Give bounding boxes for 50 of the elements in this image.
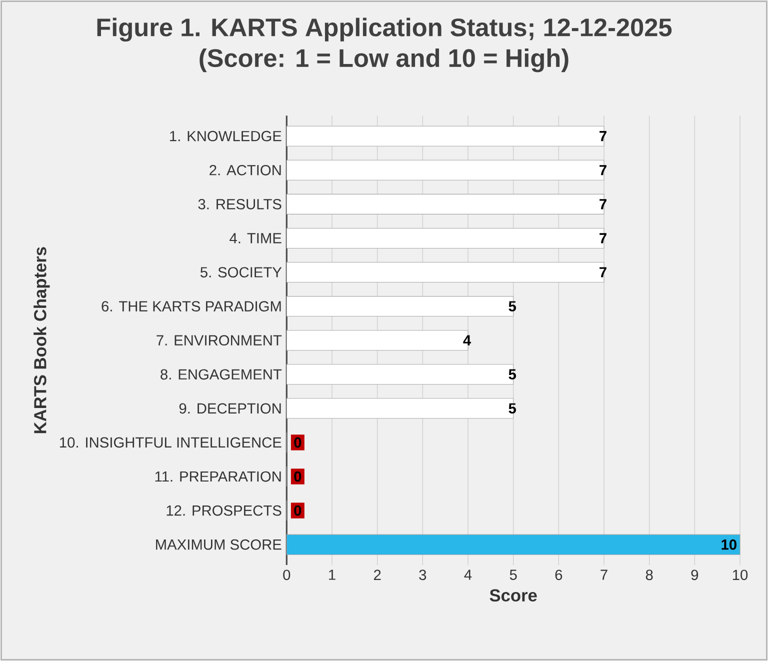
data-label: 5: [508, 301, 516, 312]
x-tick-label: 6: [555, 570, 562, 580]
x-tick-label: 4: [464, 570, 472, 580]
x-tick-label: 7: [600, 570, 608, 580]
bar: [286, 534, 740, 555]
data-label: 10: [722, 539, 736, 550]
data-label: 0: [294, 471, 302, 482]
data-label: 5: [508, 369, 516, 380]
y-tick-label: 7. ENVIRONMENT: [156, 335, 282, 346]
bar: [286, 364, 514, 385]
chart-title: Figure 1. KARTS Application Status; 12-12-2025: [97, 18, 672, 42]
x-tick-label: 9: [691, 570, 698, 580]
y-tick-label: 11. PREPARATION: [155, 471, 281, 482]
y-tick-label: 1. KNOWLEDGE: [170, 130, 282, 142]
y-tick-label: 3. RESULTS: [198, 199, 282, 210]
data-label: 7: [600, 131, 606, 142]
bar: [286, 194, 604, 214]
bar: [286, 296, 514, 317]
x-tick-label: 2: [374, 570, 381, 580]
x-tick-label: 5: [510, 570, 517, 580]
data-label: 0: [294, 437, 302, 448]
bar: [286, 398, 514, 419]
y-tick-label: 6. THE KARTS PARADIGM: [102, 301, 281, 312]
chart-subtitle: (Score: 1 = Low and 10 = High): [200, 48, 568, 72]
data-label: 4: [463, 335, 472, 346]
y-tick-label: 5. SOCIETY: [200, 267, 282, 278]
bar: [286, 160, 604, 180]
x-tick-label: 0: [283, 570, 290, 580]
data-label: 7: [600, 233, 606, 244]
y-tick-label: 2. ACTION: [210, 164, 281, 176]
y-tick-label: 10. INSIGHTFUL INTELLIGENCE: [60, 437, 282, 448]
x-tick-label: 10: [732, 570, 748, 580]
bar: [286, 228, 604, 248]
x-tick-label: 3: [419, 570, 426, 580]
y-axis-title: KARTS Book Chapters: [34, 247, 50, 434]
data-label: 5: [508, 403, 516, 414]
x-tick-label: 1: [329, 570, 336, 580]
x-tick-label: 8: [646, 570, 653, 580]
bar: [286, 262, 604, 283]
y-tick-label: 9. DECEPTION: [179, 403, 281, 414]
bar: [286, 126, 604, 146]
data-label: 7: [600, 165, 606, 176]
data-label: 7: [600, 267, 606, 278]
x-axis-title: Score: [490, 589, 537, 602]
y-tick-label: MAXIMUM SCORE: [156, 539, 282, 550]
data-label: 0: [294, 505, 302, 516]
y-tick-label: 8. ENGAGEMENT: [160, 369, 282, 380]
y-tick-label: 12. PROSPECTS: [166, 505, 282, 516]
y-tick-label: 4. TIME: [230, 233, 282, 244]
data-label: 7: [600, 199, 606, 210]
